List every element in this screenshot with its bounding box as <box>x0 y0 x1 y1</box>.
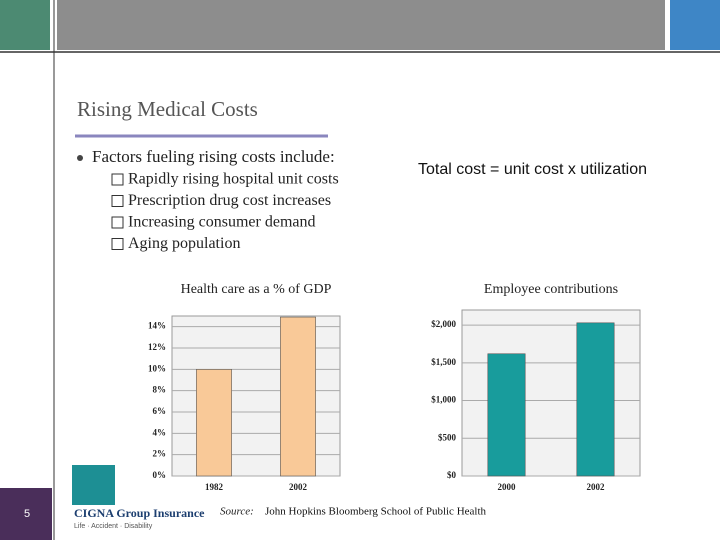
slide-title: Rising Medical Costs <box>77 97 258 121</box>
y-tick-label: 10% <box>148 363 166 373</box>
source-label: Source: <box>220 506 254 518</box>
y-tick-label: 0% <box>153 470 167 480</box>
logo-tree <box>72 465 115 505</box>
corner-block <box>0 0 50 50</box>
y-tick-label: 2% <box>153 449 167 459</box>
logo: CIGNA Group Insurance Life · Accident · … <box>72 465 205 530</box>
sub-bullet: Rapidly rising hospital unit costs <box>128 171 339 188</box>
sub-bullet: Increasing consumer demand <box>128 214 315 231</box>
bar <box>576 322 615 477</box>
y-tick-label: $2,000 <box>431 319 456 329</box>
y-tick-label: 12% <box>148 342 166 352</box>
page-number: 5 <box>24 508 30 520</box>
y-tick-label: $500 <box>438 432 457 442</box>
y-tick-label: $1,500 <box>431 357 456 367</box>
bar <box>196 369 232 477</box>
formula: Total cost = unit cost x utilization <box>418 161 647 178</box>
logo-tagline: Life · Accident · Disability <box>74 523 153 530</box>
chart-title: Employee contributions <box>484 282 618 297</box>
sub-bullets: Rapidly rising hospital unit costs Prescr… <box>111 171 339 252</box>
sub-bullet: Prescription drug cost increases <box>128 192 331 209</box>
y-tick-label: $0 <box>447 470 457 480</box>
x-tick-label: 1982 <box>205 482 224 492</box>
bar <box>487 353 526 477</box>
x-tick-label: 2002 <box>587 482 606 492</box>
y-tick-label: 4% <box>153 427 167 437</box>
banner-photo <box>57 0 665 50</box>
checkbox <box>111 238 124 250</box>
source: John Hopkins Bloomberg School of Public … <box>265 506 487 518</box>
y-tick-label: 6% <box>153 406 167 416</box>
bar <box>280 316 316 477</box>
x-tick-label: 2000 <box>498 482 517 492</box>
y-tick-label: 14% <box>148 321 166 331</box>
page-block <box>0 488 52 540</box>
bullet-dot <box>77 155 83 161</box>
chart-title: Health care as a % of GDP <box>181 282 332 297</box>
bullet: Factors fueling rising costs include: <box>92 147 335 166</box>
sub-bullet: Aging population <box>128 235 240 252</box>
y-tick-label: 8% <box>153 385 167 395</box>
corner-block <box>670 0 720 50</box>
checkbox <box>111 216 124 229</box>
checkbox <box>111 195 124 207</box>
x-tick-label: 2002 <box>289 482 308 492</box>
y-tick-label: $1,000 <box>431 395 456 405</box>
logo-name: CIGNA Group Insurance <box>74 506 205 520</box>
checkbox <box>111 173 124 186</box>
